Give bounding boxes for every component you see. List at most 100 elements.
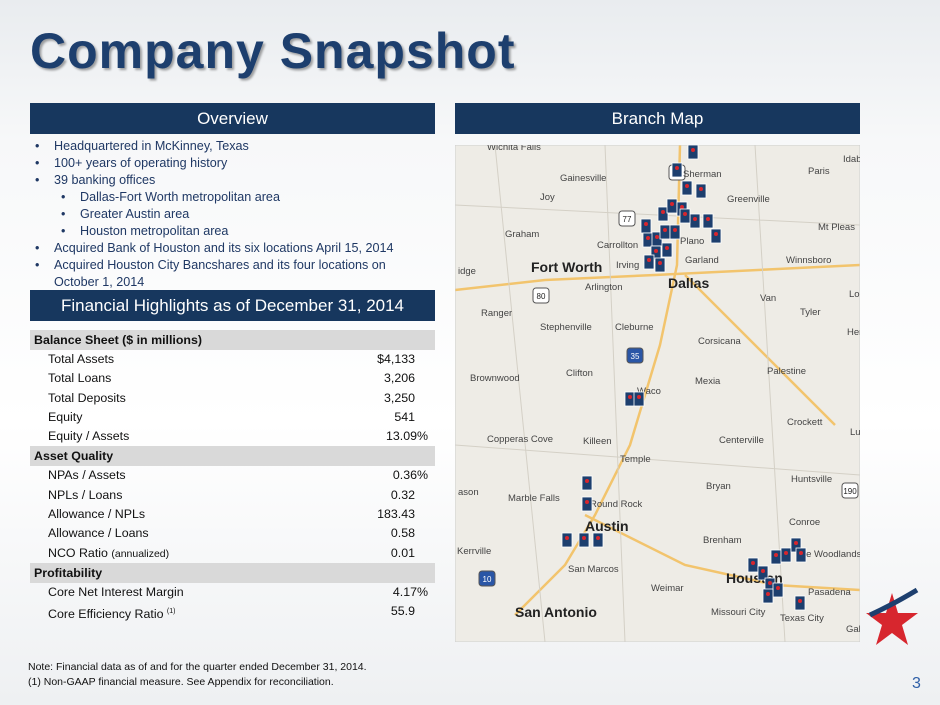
map-label: Weimar — [651, 583, 684, 594]
map-label: Joy — [540, 192, 555, 203]
map-label: Palestine — [767, 366, 806, 377]
bullet: 100+ years of operating history — [32, 155, 432, 172]
highway-shield — [618, 210, 636, 227]
row-value: $4,133 — [377, 352, 415, 366]
map-label: Paris — [808, 166, 830, 177]
table-row: NPLs / Loans 0.32 — [30, 486, 435, 505]
page-number: 3 — [912, 675, 921, 692]
row-value: 13.09% — [385, 429, 428, 444]
map-label: Wichita Falls — [487, 145, 541, 153]
branch-marker-dot — [661, 210, 665, 214]
section-header: Balance Sheet ($ in millions) — [30, 330, 435, 350]
map-label: Stephenville — [540, 322, 592, 333]
map-label: Missouri City — [711, 607, 766, 618]
row-label: Total Loans — [48, 371, 112, 386]
map-label: Graham — [505, 229, 539, 240]
map-label: Killeen — [583, 436, 612, 447]
branch-marker-dot — [582, 536, 586, 540]
bullet: Greater Austin area — [32, 206, 432, 223]
row-label: Core Net Interest Margin — [48, 584, 184, 599]
map-label: San Marcos — [568, 564, 619, 575]
row-label: Total Assets — [48, 352, 115, 366]
map-label: The Woodlands — [795, 549, 860, 560]
map-label: Temple — [620, 454, 651, 465]
bullet: Dallas-Fort Worth metropolitan area — [32, 189, 432, 206]
branch-marker-dot — [683, 212, 687, 216]
map-label: Brenham — [703, 535, 742, 546]
branch-marker-dot — [596, 536, 600, 540]
map-label: Irving — [616, 260, 639, 271]
slide-title: Company Snapshot — [30, 23, 516, 79]
row-label: NPLs / Loans — [48, 487, 123, 502]
map-label: Pasadena — [808, 587, 852, 598]
branch-marker-dot — [685, 184, 689, 188]
map-label: Greenville — [727, 194, 770, 205]
map-label: Gal — [846, 624, 860, 635]
highway-shield — [841, 482, 859, 499]
table-row: Allowance / NPLs 183.43 — [30, 505, 435, 524]
map-label: Plano — [680, 236, 704, 247]
branch-marker-dot — [654, 249, 658, 253]
table-row: NPAs / Assets 0.36% — [30, 466, 435, 485]
branch-marker-dot — [585, 479, 589, 483]
table-row: Core Efficiency Ratio (1) 55.9 — [30, 602, 435, 621]
branch-marker-dot — [798, 599, 802, 603]
highway-number: 190 — [843, 487, 857, 496]
table-row: Equity 541 — [30, 408, 435, 427]
map-label: Hen — [847, 327, 860, 338]
branch-marker-dot — [663, 228, 667, 232]
branch-marker-dot — [675, 166, 679, 170]
row-label: Total Deposits — [48, 390, 126, 405]
map-label: Waco — [637, 386, 661, 397]
row-value: 541 — [394, 409, 415, 424]
table-row: Core Net Interest Margin 4.17% — [30, 583, 435, 602]
map-label: Huntsville — [791, 474, 832, 485]
map-label: Austin — [585, 518, 629, 534]
map-label: Centerville — [719, 435, 764, 446]
branch-marker-dot — [761, 569, 765, 573]
map-label: Kerrville — [457, 546, 491, 557]
highway-number: 35 — [631, 352, 640, 361]
map-label: Mexia — [695, 376, 721, 387]
branch-marker-dot — [565, 536, 569, 540]
map-label: Ranger — [481, 308, 512, 319]
branch-marker-dot — [768, 581, 772, 585]
map-label: Conroe — [789, 517, 820, 528]
map-label: Idabel — [843, 154, 860, 165]
highway-number: 80 — [537, 292, 546, 301]
map-label: Garland — [685, 255, 719, 266]
branch-marker-dot — [691, 148, 695, 152]
row-value: 4.17% — [392, 584, 428, 599]
branch-marker-dot — [774, 553, 778, 557]
map-label: Marble Falls — [508, 493, 560, 504]
map-label: Texas City — [780, 613, 824, 624]
branch-marker-dot — [646, 236, 650, 240]
map-label: ason — [458, 487, 479, 498]
bullet: 39 banking offices — [32, 172, 432, 189]
row-label: Equity / Assets — [48, 429, 130, 444]
row-note: (annualized) — [111, 547, 170, 560]
highway-number: 77 — [623, 215, 632, 224]
logo — [866, 587, 919, 645]
footnote: (1) Non-GAAP financial measure. See Appe… — [28, 676, 334, 688]
row-value: 3,250 — [383, 390, 415, 405]
table-row: Total Assets $4,133 — [30, 350, 435, 369]
row-value: 55.9 — [390, 604, 415, 619]
bullet: Acquired Bank of Houston and its six loc… — [32, 240, 432, 257]
branch-marker-dot — [658, 261, 662, 265]
branch-marker-dot — [714, 232, 718, 236]
branch-marker-dot — [706, 217, 710, 221]
footnote-ref: (1) — [166, 608, 176, 616]
branch-marker-dot — [794, 541, 798, 545]
row-label: Allowance / NPLs — [48, 507, 146, 522]
bullet: Acquired Houston City Bancshares and its… — [32, 257, 432, 291]
branch-marker-dot — [673, 228, 677, 232]
branch-marker-dot — [628, 395, 632, 399]
row-label: Core Efficiency Ratio — [48, 607, 164, 622]
highway-shield — [478, 570, 496, 587]
map-label: Winnsboro — [786, 255, 831, 266]
map-label: Van — [760, 293, 776, 304]
map-label: Arlington — [585, 282, 623, 293]
map-label: Dallas — [668, 275, 709, 291]
